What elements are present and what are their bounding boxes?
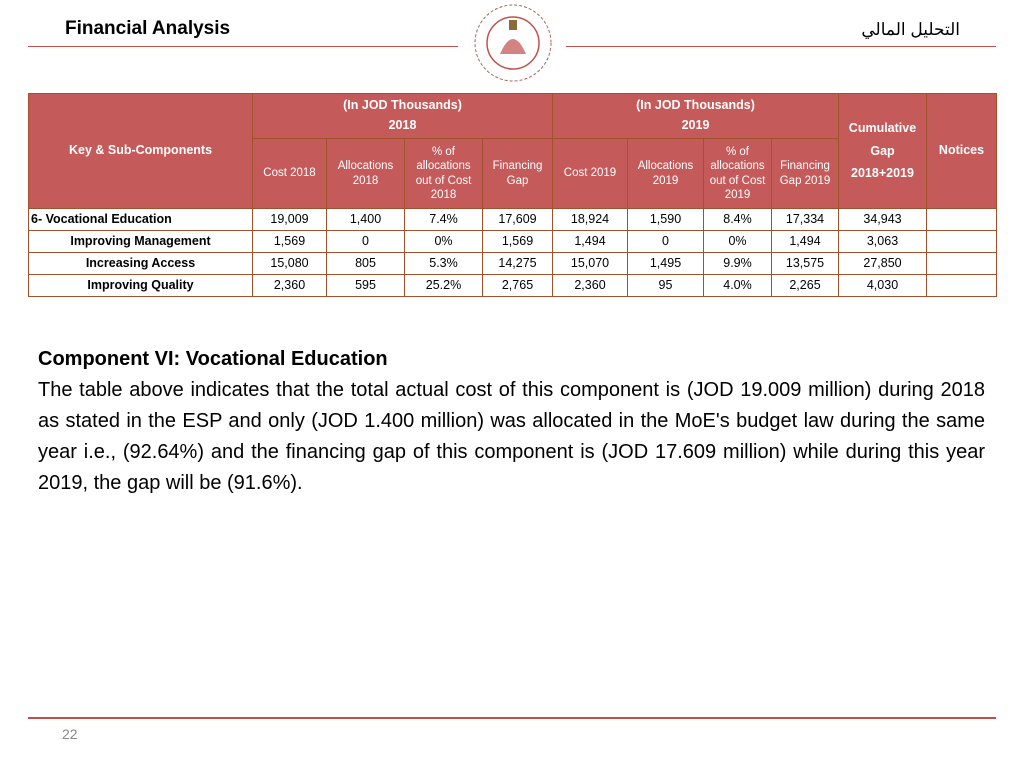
cell: 1,495 [627,252,704,275]
sub-header: Financing Gap 2019 [771,138,839,209]
cell: 0 [627,230,704,253]
cell: 14,275 [482,252,553,275]
row: Improving Management 1,569 0 0% 1,569 1,494 0 0… [28,230,997,253]
notice-cell [926,274,997,297]
cell: 17,334 [771,208,839,231]
cell: 27,850 [838,252,927,275]
cell: 15,080 [252,252,327,275]
section-body: The table above indicates that the total… [38,379,985,494]
cell: 13,575 [771,252,839,275]
cell: 1,494 [552,230,628,253]
cell: 18,924 [552,208,628,231]
cell: 9.9% [703,252,772,275]
year: 2019 [681,118,710,132]
cell: 0 [326,230,405,253]
notices-header: Notices [926,93,997,209]
sub-header: Cost 2019 [552,138,628,209]
sub-header: % of allocations out of Cost 2018 [404,138,483,209]
group-header: (In JOD Thousands) 2018 [252,93,553,139]
cell: 4.0% [703,274,772,297]
cell: 25.2% [404,274,483,297]
cell: 8.4% [703,208,772,231]
notice-cell [926,230,997,253]
cell: 17,609 [482,208,553,231]
unit: (In JOD Thousands) [636,98,755,113]
sub-header: Financing Gap [482,138,553,209]
cell: 95 [627,274,704,297]
row: 6- Vocational Education 19,009 1,400 7.4% 17… [28,208,997,231]
row-label: Improving Management [28,230,253,253]
cell: 1,494 [771,230,839,253]
title: Financial Analysis [65,18,231,39]
group-header: (In JOD Thousands) 2019 [552,93,839,139]
logo [474,4,552,82]
cell: 2,360 [552,274,628,297]
cell: 15,070 [552,252,628,275]
sub-header: Allocations 2019 [627,138,704,209]
row-label: Improving Quality [28,274,253,297]
notice-cell [926,208,997,231]
row: Increasing Access 15,080 805 5.3% 14,275 15,0… [28,252,997,275]
cell: 0% [703,230,772,253]
cell: 7.4% [404,208,483,231]
rule [28,46,458,47]
cell: 34,943 [838,208,927,231]
sub-header: Allocations 2018 [326,138,405,209]
cell: 4,030 [838,274,927,297]
cell: 1,569 [252,230,327,253]
row: Improving Quality 2,360 595 25.2% 2,765 2,360… [28,274,997,297]
notice-cell [926,252,997,275]
rule [566,46,996,47]
sub-header: Cost 2018 [252,138,327,209]
row-label: Increasing Access [28,252,253,275]
cell: 1,590 [627,208,704,231]
year: 2018 [388,118,417,132]
cell: 805 [326,252,405,275]
cell: 3,063 [838,230,927,253]
title-arabic: التحليل المالي [861,20,960,39]
cell: 1,400 [326,208,405,231]
cell: 5.3% [404,252,483,275]
key-header: Key & Sub-Components [28,93,253,209]
cell: 19,009 [252,208,327,231]
section-heading: Component VI: Vocational Education [38,348,388,370]
cell: 595 [326,274,405,297]
cell: 2,265 [771,274,839,297]
unit: (In JOD Thousands) [343,98,462,113]
footer-rule [28,717,996,719]
cell: 0% [404,230,483,253]
page-number: 22 [62,726,78,742]
sub-header: % of allocations out of Cost 2019 [703,138,772,209]
cell: 2,360 [252,274,327,297]
budget-table: Key & Sub-Components (In JOD Thousands) 2… [28,93,997,297]
row-label: 6- Vocational Education [28,208,253,231]
cumulative-header: Cumulative Gap 2018+2019 [838,93,927,209]
cell: 2,765 [482,274,553,297]
cell: 1,569 [482,230,553,253]
